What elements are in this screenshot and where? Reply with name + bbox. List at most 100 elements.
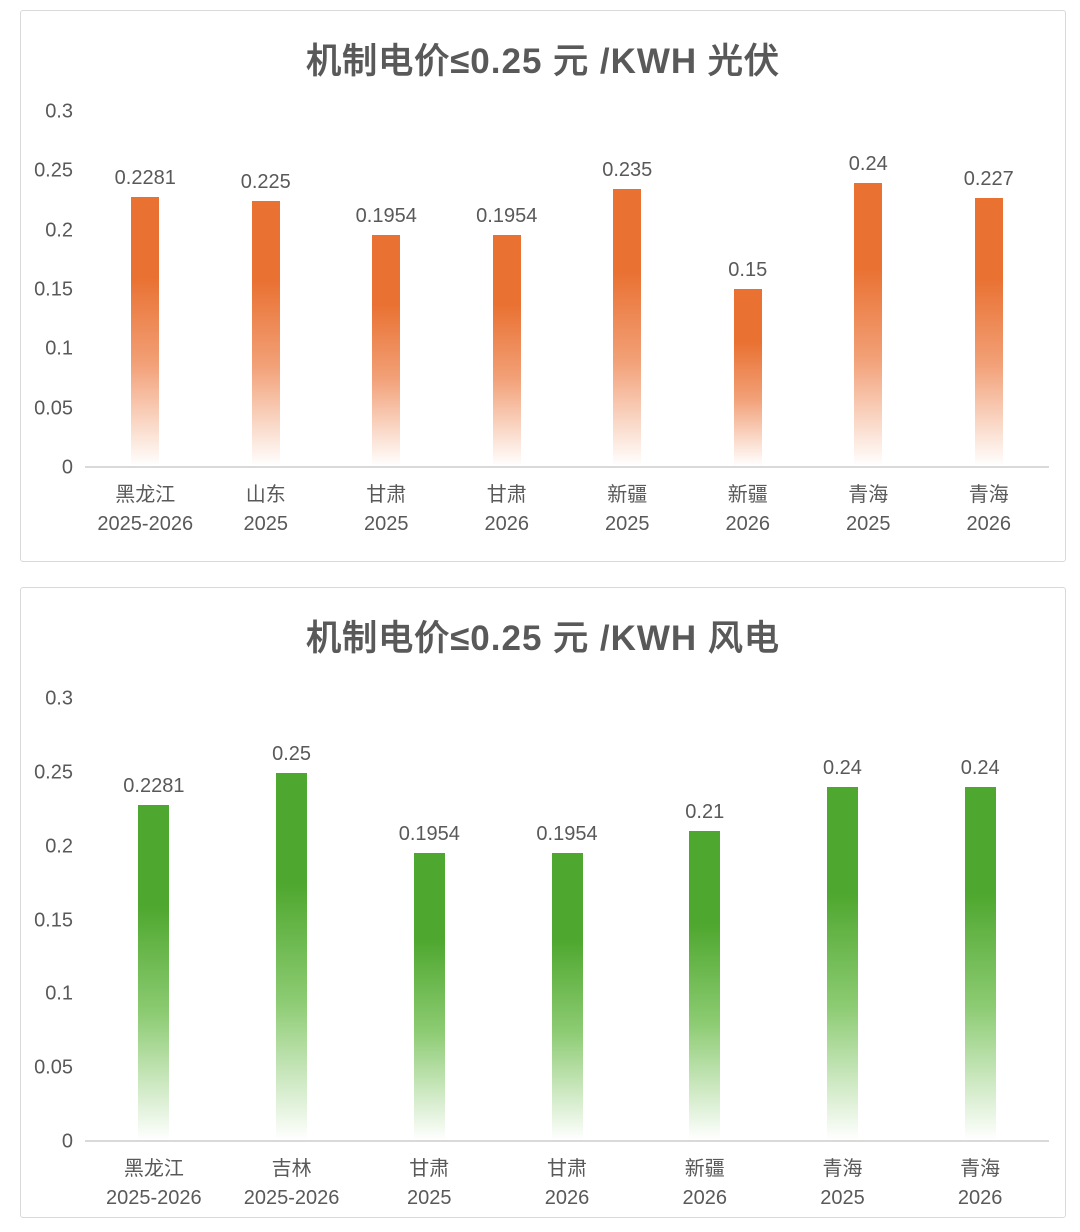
x-axis-spacer	[21, 1155, 85, 1213]
bar	[964, 787, 996, 1140]
y-axis-tick-label: 0.1	[45, 337, 73, 360]
category-label: 新疆 2025	[567, 481, 688, 539]
category-label: 甘肃 2025	[360, 1155, 498, 1213]
category-label: 青海 2025	[808, 481, 929, 539]
y-axis-tick-label: 0.15	[34, 909, 73, 931]
category-region: 青海	[968, 484, 1009, 506]
category-label: 黑龙江 2025-2026	[85, 481, 206, 539]
category-period: 2026	[957, 1187, 1003, 1209]
bar-slot: 0.235	[567, 112, 688, 466]
y-axis-tick-label: 0	[61, 1130, 73, 1153]
bar	[251, 200, 280, 466]
category-region: 甘肃	[366, 484, 407, 506]
chart-title-solar: 机制电价≤0.25 元 /KWH 光伏	[306, 42, 780, 81]
category-period: 2025	[243, 513, 289, 535]
x-axis-spacer	[21, 481, 85, 539]
y-axis: 0.3 0.25 0.2 0.15 0.1 0.05 0	[21, 688, 85, 1153]
category-region: 山东	[245, 484, 286, 506]
plot-region: 0.3 0.25 0.2 0.15 0.1 0.05 0 0.2281 0.225 0.1954…	[21, 101, 1049, 479]
category-period: 2025-2026	[106, 1187, 202, 1209]
bar-slot: 0.15	[688, 112, 809, 466]
category-period: 2026	[682, 1187, 727, 1209]
category-period: 2025	[846, 513, 891, 535]
x-axis-row: 黑龙江 2025-2026 山东 2025 甘肃 2025 甘肃 2026 新疆 2025 新疆 20…	[21, 481, 1049, 539]
bar-slot: 0.1954	[498, 699, 636, 1140]
bar	[276, 772, 308, 1140]
bar	[854, 182, 883, 466]
category-period: 2025-2026	[243, 1187, 340, 1209]
category-label: 山东 2025	[206, 481, 327, 539]
chart-card-solar: 机制电价≤0.25 元 /KWH 光伏 0.3 0.25 0.2 0.15 0.1 0.0…	[20, 10, 1066, 562]
bar-data-label: 0.225	[240, 170, 291, 193]
bar-data-label: 0.235	[602, 158, 653, 181]
y-axis-tick-label: 0.2	[45, 219, 73, 242]
category-label: 新疆 2026	[688, 481, 809, 539]
category-region: 青海	[822, 1158, 863, 1180]
bar-slot: 0.24	[808, 112, 929, 466]
bar	[138, 804, 170, 1140]
category-region: 新疆	[607, 484, 648, 506]
bar-data-label: 0.1954	[536, 822, 598, 845]
y-axis-tick-label: 0.25	[34, 761, 73, 784]
bar-slot: 0.1954	[360, 699, 498, 1140]
bar-data-label: 0.227	[963, 168, 1014, 191]
bar	[551, 852, 583, 1140]
bar-data-label: 0.15	[728, 259, 768, 281]
bar-data-label: 0.2281	[114, 166, 176, 189]
category-period: 2026	[544, 1187, 590, 1209]
x-axis: 黑龙江 2025-2026 山东 2025 甘肃 2025 甘肃 2026 新疆 2025 新疆 20…	[85, 481, 1049, 539]
bar-slot: 0.25	[223, 699, 361, 1140]
y-axis-tick-label: 0.2	[45, 835, 73, 858]
category-period: 2025	[820, 1187, 865, 1209]
category-label: 吉林 2025-2026	[223, 1155, 361, 1213]
bar-slot: 0.225	[206, 112, 327, 466]
category-region: 黑龙江	[115, 484, 176, 506]
bar-slot: 0.227	[929, 112, 1050, 466]
category-label: 甘肃 2026	[498, 1155, 636, 1213]
bar-data-label: 0.2281	[123, 774, 185, 797]
bar-data-label: 0.1954	[355, 205, 417, 228]
bar-data-label: 0.21	[685, 801, 725, 824]
bar	[131, 196, 160, 466]
category-region: 黑龙江	[123, 1158, 184, 1180]
bar	[613, 188, 642, 466]
category-region: 甘肃	[547, 1158, 588, 1180]
category-label: 新疆 2026	[636, 1155, 774, 1213]
bar	[689, 831, 721, 1140]
category-region: 新疆	[727, 484, 768, 506]
category-label: 青海 2026	[929, 481, 1050, 539]
bar	[974, 198, 1003, 466]
category-period: 2026	[725, 513, 771, 535]
x-axis-row: 黑龙江 2025-2026 吉林 2025-2026 甘肃 2025 甘肃 2026 新疆 202…	[21, 1155, 1049, 1213]
x-axis: 黑龙江 2025-2026 吉林 2025-2026 甘肃 2025 甘肃 2026 新疆 202…	[85, 1155, 1049, 1213]
category-label: 甘肃 2026	[447, 481, 568, 539]
bar-slot: 0.1954	[326, 112, 447, 466]
y-axis-tick-label: 0	[61, 456, 73, 479]
bar	[826, 787, 858, 1140]
bar-slot: 0.1954	[447, 112, 568, 466]
chart-title-wind: 机制电价≤0.25 元 /KWH 风电	[306, 619, 780, 658]
y-axis-tick-label: 0.3	[45, 100, 73, 123]
bar-slot: 0.24	[774, 699, 912, 1140]
y-axis: 0.3 0.25 0.2 0.15 0.1 0.05 0	[21, 101, 85, 479]
y-axis-tick-label: 0.3	[45, 687, 73, 710]
category-period: 2025	[605, 513, 650, 535]
category-period: 2025	[364, 513, 409, 535]
y-axis-tick-label: 0.25	[34, 159, 73, 182]
bar	[492, 235, 521, 466]
category-region: 新疆	[684, 1158, 725, 1180]
y-axis-tick-label: 0.05	[34, 1056, 73, 1079]
bar-data-label: 0.24	[848, 152, 888, 175]
category-period: 2025-2026	[97, 513, 194, 535]
bar-data-label: 0.24	[960, 757, 1000, 780]
category-label: 黑龙江 2025-2026	[85, 1155, 223, 1213]
plot-area: 0.2281 0.225 0.1954 0.1954 0.235 0.15 0.24 0.22…	[85, 112, 1049, 468]
bar-data-label: 0.1954	[476, 205, 538, 228]
bar-slot: 0.21	[636, 699, 774, 1140]
category-region: 甘肃	[409, 1158, 450, 1180]
bar	[733, 289, 762, 466]
plot-region: 0.3 0.25 0.2 0.15 0.1 0.05 0 0.2281 0.25 0.1954 0…	[21, 688, 1049, 1153]
bar-slot: 0.2281	[85, 699, 223, 1140]
bar-slot: 0.24	[911, 699, 1049, 1140]
category-region: 青海	[960, 1158, 1001, 1180]
